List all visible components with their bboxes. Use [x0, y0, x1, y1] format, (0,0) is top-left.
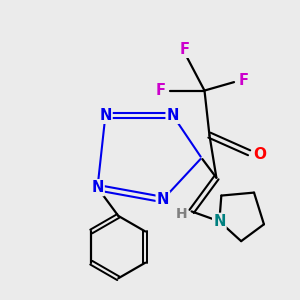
Text: N: N — [167, 108, 179, 123]
Text: N: N — [213, 214, 226, 229]
Text: H: H — [176, 207, 187, 221]
Text: F: F — [155, 83, 165, 98]
Text: N: N — [157, 192, 169, 207]
Text: N: N — [91, 180, 104, 195]
Text: F: F — [180, 42, 190, 57]
Text: N: N — [99, 108, 112, 123]
Text: O: O — [253, 148, 266, 163]
Text: F: F — [238, 73, 249, 88]
